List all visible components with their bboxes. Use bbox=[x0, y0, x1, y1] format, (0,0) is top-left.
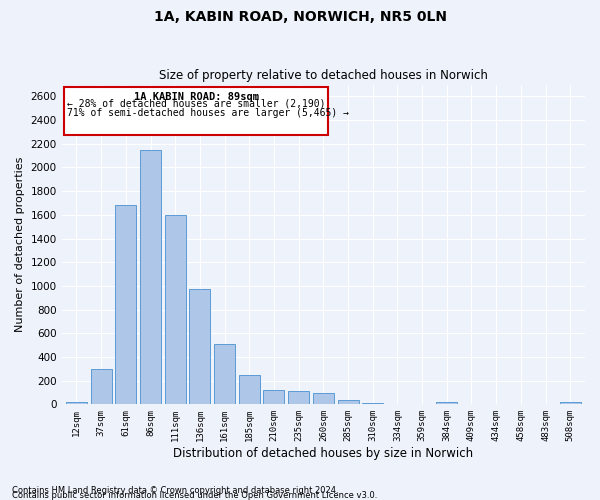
Y-axis label: Number of detached properties: Number of detached properties bbox=[15, 157, 25, 332]
Text: Contains HM Land Registry data © Crown copyright and database right 2024.: Contains HM Land Registry data © Crown c… bbox=[12, 486, 338, 495]
Text: 1A KABIN ROAD: 89sqm: 1A KABIN ROAD: 89sqm bbox=[134, 92, 259, 102]
Bar bbox=[436, 402, 457, 404]
Text: Contains public sector information licensed under the Open Government Licence v3: Contains public sector information licen… bbox=[12, 491, 377, 500]
Text: ← 28% of detached houses are smaller (2,190): ← 28% of detached houses are smaller (2,… bbox=[67, 99, 325, 109]
Text: 71% of semi-detached houses are larger (5,465) →: 71% of semi-detached houses are larger (… bbox=[67, 108, 349, 118]
Text: 1A, KABIN ROAD, NORWICH, NR5 0LN: 1A, KABIN ROAD, NORWICH, NR5 0LN bbox=[154, 10, 446, 24]
Bar bbox=[214, 344, 235, 405]
Bar bbox=[190, 290, 211, 405]
Bar bbox=[362, 402, 383, 404]
Bar bbox=[140, 150, 161, 404]
Bar bbox=[165, 215, 186, 404]
Title: Size of property relative to detached houses in Norwich: Size of property relative to detached ho… bbox=[159, 69, 488, 82]
Bar bbox=[239, 376, 260, 404]
Bar bbox=[313, 393, 334, 404]
Bar bbox=[115, 206, 136, 404]
Bar bbox=[288, 392, 309, 404]
Bar bbox=[263, 390, 284, 404]
Bar bbox=[560, 402, 581, 404]
Bar bbox=[66, 402, 87, 404]
X-axis label: Distribution of detached houses by size in Norwich: Distribution of detached houses by size … bbox=[173, 447, 473, 460]
FancyBboxPatch shape bbox=[64, 87, 328, 136]
Bar bbox=[338, 400, 359, 404]
Bar bbox=[91, 369, 112, 404]
